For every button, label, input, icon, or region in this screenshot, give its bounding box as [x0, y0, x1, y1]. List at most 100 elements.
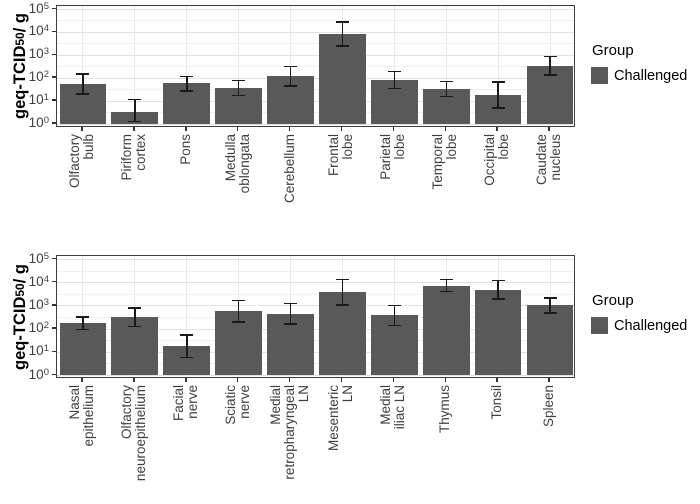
- x-tick: [340, 378, 343, 382]
- error-bar-cap-top: [439, 278, 453, 281]
- error-bar: [186, 335, 188, 358]
- error-bar-cap-bottom: [284, 85, 298, 87]
- y-tick: [52, 53, 56, 56]
- x-axis-label: Piriform cortex: [118, 133, 148, 181]
- y-tick: [52, 99, 56, 101]
- y-tick-label: 100: [28, 115, 49, 130]
- legend-swatch-challenged: [591, 67, 608, 84]
- x-axis-label: Medulla oblongata: [222, 133, 252, 193]
- error-bar-cap-top: [180, 334, 194, 336]
- x-axis-label: Olfactory bulb: [66, 133, 96, 188]
- error-bar-cap-bottom: [439, 290, 453, 293]
- error-bar-cap-top: [335, 21, 349, 23]
- error-bar: [134, 307, 136, 327]
- y-tick-label: 100: [28, 366, 49, 382]
- gridline-minor: [57, 340, 574, 342]
- error-bar: [341, 22, 344, 46]
- error-bar-cap-bottom: [491, 107, 505, 109]
- error-bar: [82, 316, 84, 330]
- y-tick: [52, 304, 56, 306]
- error-bar-cap-bottom: [335, 45, 349, 47]
- plot-panel: [56, 5, 575, 127]
- y-tick-label: 101: [28, 343, 49, 359]
- y-tick-exponent: 2: [43, 320, 49, 332]
- x-tick: [81, 378, 83, 382]
- x-tick: [133, 126, 135, 131]
- error-bar-cap-top: [76, 316, 90, 318]
- error-bar-cap-bottom: [232, 321, 246, 323]
- x-axis-label: Frontal lobe: [326, 133, 356, 176]
- y-tick: [52, 327, 56, 329]
- gridline-minor: [57, 89, 574, 91]
- x-tick: [340, 126, 343, 131]
- y-tick-label: 104: [28, 23, 49, 39]
- x-tick: [444, 126, 446, 131]
- gridline-minor: [57, 43, 574, 45]
- x-tick: [236, 126, 239, 131]
- x-tick: [185, 378, 187, 382]
- x-axis-label: Thymus: [437, 385, 453, 434]
- error-bar-cap-bottom: [128, 120, 142, 123]
- bar: [59, 323, 107, 376]
- y-tick: [52, 280, 56, 283]
- legend-entry: Challenged: [591, 317, 699, 334]
- gridline-major: [57, 282, 574, 284]
- x-axis-label: Medial retropharyngeal LN: [267, 385, 311, 480]
- x-axis-label: Parietal lobe: [378, 133, 408, 180]
- error-bar: [341, 279, 344, 305]
- y-tick-exponent: 0: [43, 366, 49, 378]
- gridline-major: [57, 375, 574, 376]
- x-axis-label: Sciatic nerve: [222, 385, 252, 425]
- plot-panel: [56, 255, 575, 378]
- error-bar-cap-top: [232, 299, 246, 302]
- x-axis-label: Occipital lobe: [482, 133, 512, 186]
- error-bar-cap-bottom: [284, 323, 298, 325]
- gridline-minor: [57, 112, 574, 114]
- error-bar-cap-top: [284, 302, 298, 304]
- x-axis-label: Caudate nucleus: [534, 133, 564, 185]
- gridline-minor: [57, 20, 574, 22]
- error-bar-cap-top: [543, 55, 557, 58]
- y-tick: [52, 122, 56, 124]
- y-tick-label: 103: [28, 296, 49, 312]
- error-bar-cap-top: [128, 307, 142, 309]
- error-bar: [393, 305, 396, 326]
- gridline-major: [57, 328, 574, 330]
- gridline-major: [57, 9, 574, 10]
- error-bar-cap-bottom: [335, 304, 349, 306]
- gridline-vertical: [497, 6, 499, 126]
- gridline-major: [57, 54, 574, 56]
- error-bar: [186, 76, 188, 91]
- gridline-major: [57, 123, 574, 125]
- bar: [319, 292, 366, 376]
- error-bar-cap-bottom: [387, 324, 401, 327]
- y-tick: [52, 76, 56, 78]
- error-bar-cap-top: [491, 279, 505, 282]
- y-tick: [52, 373, 56, 376]
- legend-title: Group: [592, 292, 634, 309]
- error-bar-cap-bottom: [180, 356, 194, 359]
- y-tick-label: 102: [28, 320, 49, 336]
- y-tick: [52, 30, 56, 33]
- x-axis-label: Medial iliac LN: [378, 385, 408, 430]
- gridline-major: [57, 77, 574, 79]
- y-tick-exponent: 0: [43, 115, 49, 126]
- y-tick-exponent: 3: [43, 296, 49, 308]
- error-bar-cap-bottom: [76, 328, 90, 331]
- legend: Group Challenged: [591, 292, 699, 334]
- error-bar: [289, 66, 292, 87]
- y-tick-exponent: 5: [43, 0, 49, 12]
- gridline-major: [57, 31, 574, 33]
- error-bar: [134, 99, 136, 122]
- gridline-major: [57, 100, 574, 102]
- gridline-vertical: [186, 6, 188, 126]
- error-bar-cap-bottom: [439, 95, 453, 98]
- x-tick: [288, 378, 291, 382]
- error-bar-cap-bottom: [491, 298, 505, 300]
- x-axis-label: Tonsil: [489, 385, 505, 420]
- y-tick-exponent: 2: [43, 69, 49, 81]
- error-bar: [445, 81, 447, 97]
- error-bar-cap-top: [387, 70, 401, 73]
- x-axis-label: Facial nerve: [170, 385, 200, 422]
- x-tick: [548, 378, 550, 382]
